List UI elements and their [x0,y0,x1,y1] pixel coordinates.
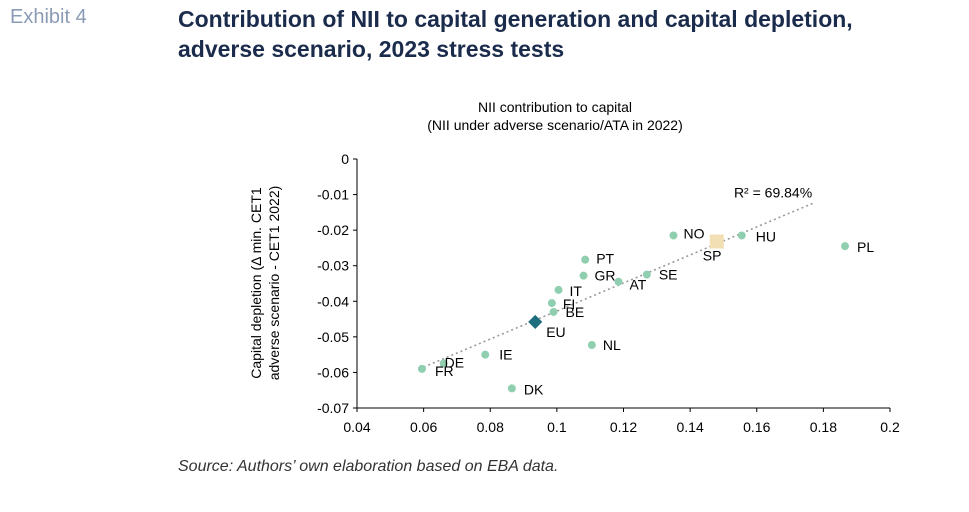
point-label-eu: EU [546,324,565,340]
point-hu [737,231,746,240]
point-label-pl: PL [857,239,874,255]
point-label-be: BE [566,304,585,320]
point-label-fr: FR [435,363,454,379]
x-tick-label: 0.1 [547,419,567,435]
point-label-fi: FI [563,296,575,312]
point-pt [581,255,590,264]
point-label-dk: DK [524,381,544,397]
point-eu [528,314,543,329]
point-label-hu: HU [756,228,776,244]
point-dk [507,384,516,393]
point-fr [417,364,426,373]
y-tick-label: 0 [341,151,349,167]
point-label-at: AT [630,277,647,293]
x-axis-title-line-2: (NII under adverse scenario/ATA in 2022) [427,117,683,133]
x-tick-label: 0.08 [477,419,504,435]
point-nl [587,341,596,350]
point-fi [547,299,556,308]
x-tick-label: 0.18 [810,419,837,435]
point-se [642,270,651,279]
x-tick-label: 0.16 [743,419,770,435]
point-no [669,231,678,240]
point-label-ie: IE [499,347,512,363]
point-label-de: DE [445,355,464,371]
source-note: Source: Authors’ own elaboration based o… [178,458,559,475]
y-tick-label: -0.07 [317,400,349,416]
axes: 0 -0.01 -0.02 -0.03 -0.04 -0.05 -0.06 -0.07 0.04… [317,151,900,435]
point-label-gr: GR [595,268,616,284]
trendline-group: R² = 69.84% [423,184,816,368]
chart-title: Contribution of NII to capital generatio… [178,4,958,64]
chart-title-line-1: Contribution of NII to capital generatio… [178,6,853,32]
y-tick-label: -0.06 [317,364,349,380]
y-axis-title-line-2: adverse scenario - CET1 2022) [266,186,282,381]
point-sp [709,234,724,249]
point-label-sp: SP [703,248,722,264]
x-axis-title-line-1: NII contribution to capital [478,99,632,115]
y-tick-label: -0.01 [317,187,349,203]
y-tick-label: -0.04 [317,293,349,309]
point-label-pt: PT [596,251,614,267]
chart-title-line-2: adverse scenario, 2023 stress tests [178,36,565,62]
point-label-no: NO [683,225,704,241]
y-tick-label: -0.05 [317,329,349,345]
x-tick-label: 0.04 [343,419,370,435]
x-tick-label: 0.14 [677,419,704,435]
point-label-se: SE [659,267,678,283]
exhibit-label: Exhibit 4 [10,6,87,28]
point-pl [841,242,850,251]
x-tick-label: 0.06 [410,419,437,435]
point-it [554,285,563,294]
point-label-nl: NL [603,337,621,353]
point-ie [481,350,490,359]
trendline [423,201,816,368]
point-de [439,359,448,368]
point-be [549,307,558,316]
y-axis-title-line-1: Capital depletion (Δ min. CET1 [248,187,264,379]
x-tick-label: 0.12 [610,419,637,435]
point-gr [579,271,588,280]
y-tick-label: -0.03 [317,258,349,274]
y-tick-label: -0.02 [317,222,349,238]
point-at [614,277,623,286]
r-squared-annotation: R² = 69.84% [734,184,812,200]
x-tick-label: 0.2 [880,419,900,435]
point-label-it: IT [570,283,583,299]
